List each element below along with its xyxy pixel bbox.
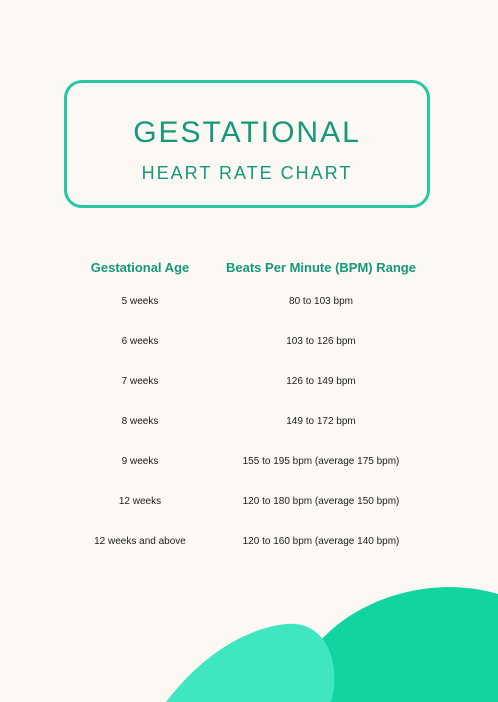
cell-gestational-age: 7 weeks [121, 376, 159, 387]
title-box: GESTATIONAL HEART RATE CHART [64, 80, 430, 208]
cell-bpm-range: 126 to 149 bpm [286, 376, 356, 387]
cell-gestational-age: 12 weeks [118, 496, 162, 507]
cell-bpm-range: 149 to 172 bpm [286, 416, 356, 427]
heart-rate-table: 5 weeks 80 to 103 bpm 6 weeks 103 to 126… [0, 293, 498, 573]
column-header-gestational-age: Gestational Age [90, 260, 190, 275]
cell-gestational-age: 9 weeks [121, 456, 159, 467]
column-header-bpm-range: Beats Per Minute (BPM) Range [226, 260, 416, 275]
cell-gestational-age: 6 weeks [121, 336, 159, 347]
cell-bpm-range: 155 to 195 bpm (average 175 bpm) [242, 456, 400, 467]
cell-bpm-range: 80 to 103 bpm [289, 296, 353, 307]
table-row: 12 weeks and above 120 to 160 bpm (avera… [0, 533, 498, 573]
cell-bpm-range: 103 to 126 bpm [286, 336, 356, 347]
blob-dark-shape [290, 587, 498, 702]
cell-gestational-age: 12 weeks and above [94, 536, 186, 547]
blob-light-shape [166, 623, 335, 702]
table-row: 8 weeks 149 to 172 bpm [0, 413, 498, 453]
page-title: GESTATIONAL [133, 116, 361, 149]
cell-bpm-range: 120 to 180 bpm (average 150 bpm) [242, 496, 400, 507]
table-row: 6 weeks 103 to 126 bpm [0, 333, 498, 373]
cell-gestational-age: 5 weeks [121, 296, 159, 307]
page-subtitle: HEART RATE CHART [141, 163, 353, 183]
cell-gestational-age: 8 weeks [121, 416, 159, 427]
table-row: 7 weeks 126 to 149 bpm [0, 373, 498, 413]
table-row: 12 weeks 120 to 180 bpm (average 150 bpm… [0, 493, 498, 533]
cell-bpm-range: 120 to 160 bpm (average 140 bpm) [242, 536, 400, 547]
table-row: 5 weeks 80 to 103 bpm [0, 293, 498, 333]
table-row: 9 weeks 155 to 195 bpm (average 175 bpm) [0, 453, 498, 493]
